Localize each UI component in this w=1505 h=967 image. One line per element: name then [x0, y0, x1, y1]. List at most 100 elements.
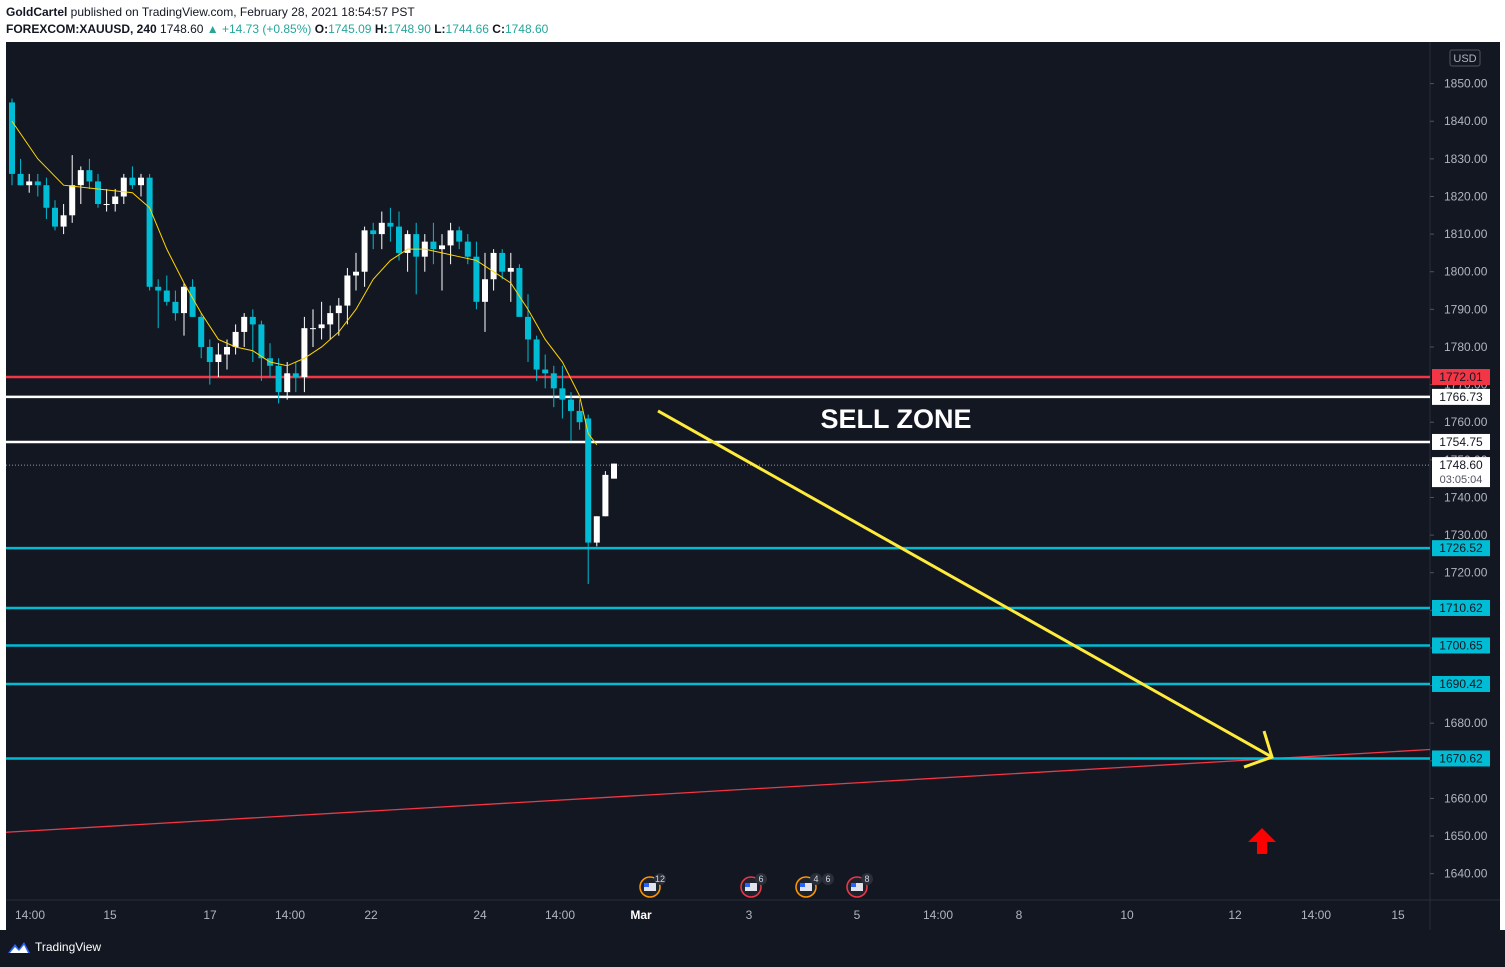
candle-body[interactable]: [447, 230, 454, 246]
candle-body[interactable]: [464, 241, 471, 257]
symbol-name[interactable]: FOREXCOM:XAUUSD, 240: [6, 22, 157, 36]
candle-body[interactable]: [34, 181, 41, 186]
candle-body[interactable]: [206, 346, 213, 363]
candle-body[interactable]: [387, 222, 394, 227]
candle-body[interactable]: [370, 230, 377, 235]
candle-body[interactable]: [86, 170, 93, 182]
x-tick-label: 14:00: [15, 908, 45, 922]
candle-body[interactable]: [516, 267, 523, 317]
candle-body[interactable]: [602, 474, 609, 517]
forecast-arrow[interactable]: [657, 409, 1273, 759]
candle-body[interactable]: [490, 252, 497, 280]
publish-info: GoldCartel published on TradingView.com,…: [6, 5, 415, 19]
candle-body[interactable]: [361, 230, 368, 272]
candle-body[interactable]: [77, 170, 84, 186]
x-tick-label: 15: [103, 908, 117, 922]
candle-body[interactable]: [525, 316, 531, 340]
y-tick-label: 1850.00: [1444, 77, 1488, 91]
candle-body[interactable]: [163, 290, 170, 302]
symbol-info: FOREXCOM:XAUUSD, 240 1748.60 ▲ +14.73 (+…: [6, 22, 548, 36]
candle-body[interactable]: [129, 177, 136, 186]
candle-body[interactable]: [576, 410, 583, 423]
candle-body[interactable]: [542, 369, 549, 374]
candle-body[interactable]: [146, 177, 153, 287]
candle-body[interactable]: [241, 316, 248, 332]
candle-body[interactable]: [284, 373, 291, 393]
candle-body[interactable]: [198, 316, 205, 347]
candle-body[interactable]: [499, 252, 506, 272]
candle-body[interactable]: [232, 331, 239, 347]
author-name[interactable]: GoldCartel: [6, 5, 68, 19]
candle-body[interactable]: [112, 196, 119, 205]
forecast-arrow-head: [1243, 730, 1274, 769]
candle-body[interactable]: [430, 241, 437, 250]
candle-body[interactable]: [249, 316, 256, 325]
candle-body[interactable]: [9, 102, 15, 174]
candle-body[interactable]: [585, 418, 592, 543]
event-count-label: 4: [813, 874, 818, 884]
candle-body[interactable]: [52, 207, 58, 227]
chart-footer: [0, 930, 1505, 967]
event-count-bubble: [810, 873, 822, 885]
candle-body[interactable]: [378, 222, 385, 235]
candle-body[interactable]: [95, 181, 101, 205]
candle-body[interactable]: [439, 245, 445, 250]
candle-body[interactable]: [353, 271, 359, 276]
trendline[interactable]: [6, 748, 1431, 833]
candle-body[interactable]: [275, 365, 282, 393]
price-change: ▲ +14.73 (+0.85%): [206, 22, 312, 36]
tradingview-label: TradingView: [35, 940, 102, 954]
candle-body[interactable]: [69, 185, 76, 216]
candle-body[interactable]: [456, 230, 463, 242]
candle-body[interactable]: [507, 267, 514, 272]
candle-body[interactable]: [533, 339, 540, 370]
x-tick-label: 24: [473, 908, 487, 922]
candle-body[interactable]: [550, 373, 557, 389]
currency-badge[interactable]: [1449, 49, 1481, 67]
level-price-badge: [1432, 540, 1490, 557]
x-tick-label: 14:00: [545, 908, 575, 922]
candle-body[interactable]: [301, 328, 308, 378]
candle-body[interactable]: [593, 516, 600, 543]
candle-body[interactable]: [120, 177, 127, 197]
candle-body[interactable]: [404, 234, 411, 253]
candle-body[interactable]: [17, 173, 24, 186]
candle-body[interactable]: [258, 324, 265, 359]
candle-body[interactable]: [335, 305, 342, 314]
candle-body[interactable]: [568, 399, 574, 411]
tradingview-brand[interactable]: TradingView: [8, 940, 101, 954]
candle-body[interactable]: [559, 388, 566, 400]
y-tick-label: 1640.00: [1444, 867, 1488, 881]
candle-body[interactable]: [155, 286, 162, 291]
price-chart[interactable]: 1640.001650.001660.001670.001680.001690.…: [6, 42, 1500, 930]
candle-body[interactable]: [611, 463, 617, 479]
candle-body[interactable]: [60, 215, 67, 227]
candle-body[interactable]: [181, 286, 187, 314]
candle-body[interactable]: [318, 324, 325, 329]
candle-body[interactable]: [396, 226, 402, 253]
candle-body[interactable]: [189, 286, 196, 317]
candle-body[interactable]: [327, 313, 334, 325]
publish-text: published on TradingView.com, February 2…: [67, 5, 415, 19]
candle-body[interactable]: [344, 275, 351, 306]
candle-body[interactable]: [413, 234, 420, 257]
level-price-badge: [1432, 369, 1490, 386]
moving-average-line[interactable]: [11, 120, 598, 446]
flag-stripes: [800, 883, 812, 891]
level-price-label: 1710.62: [1439, 601, 1483, 615]
candle-body[interactable]: [224, 346, 230, 355]
y-tick-label: 1840.00: [1444, 114, 1488, 128]
current-price-badge: [1432, 457, 1490, 488]
candle-body[interactable]: [103, 204, 110, 206]
sell-zone-annotation[interactable]: SELL ZONE: [820, 404, 971, 434]
candle-body[interactable]: [26, 181, 33, 186]
candle-body[interactable]: [215, 354, 222, 363]
flag-canton: [800, 883, 805, 887]
candle-body[interactable]: [473, 256, 480, 302]
candle-body[interactable]: [172, 301, 179, 314]
candle-body[interactable]: [482, 279, 488, 302]
candle-body[interactable]: [138, 177, 144, 186]
candle-body[interactable]: [43, 185, 50, 208]
candle-body[interactable]: [292, 373, 299, 378]
candle-body[interactable]: [310, 328, 316, 330]
